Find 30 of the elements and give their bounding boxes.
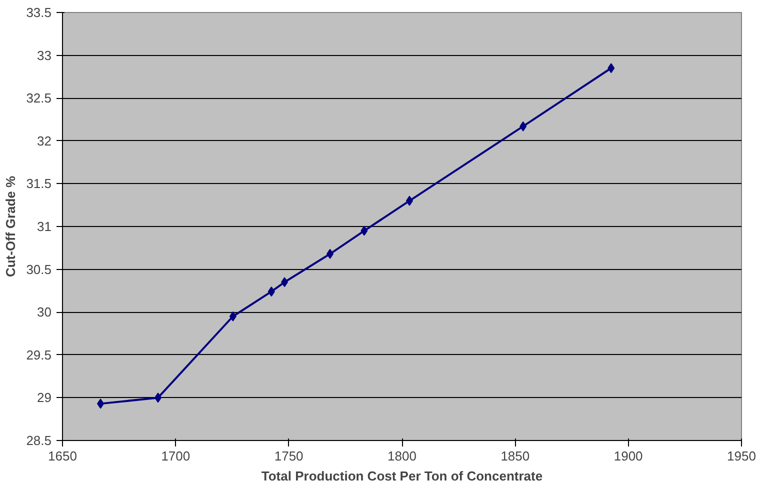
- x-tick-label: 1750: [274, 448, 304, 464]
- point: [229, 311, 236, 322]
- x-tick-label: 1800: [388, 448, 416, 464]
- point: [608, 63, 615, 74]
- point: [154, 392, 162, 403]
- x-axis-title: Total Production Cost Per Ton of Concentrate: [261, 468, 543, 484]
- x-tick-label: 1850: [500, 448, 530, 464]
- x-tick-label: 1950: [727, 448, 756, 464]
- point: [281, 277, 288, 288]
- y-tick-label: 32.5: [26, 90, 52, 106]
- y-axis-title: Cut-Off Grade %: [3, 176, 18, 278]
- y-tick-label: 33: [37, 48, 52, 63]
- point: [406, 196, 413, 206]
- y-tick-label: 32: [37, 133, 52, 148]
- y-tick-label: 31.5: [26, 176, 52, 192]
- y-tick-label: 31: [37, 219, 52, 234]
- y-tick-label: 29.5: [26, 347, 52, 362]
- y-tick-label: 30.5: [26, 262, 52, 277]
- point: [326, 248, 334, 259]
- point: [520, 121, 527, 132]
- y-tick-label: 28.5: [26, 433, 52, 448]
- y-tick-label: 29: [37, 390, 52, 406]
- point: [97, 398, 104, 409]
- point: [268, 286, 275, 297]
- y-tick-label: 30: [37, 304, 52, 320]
- x-tick-label: 1700: [161, 448, 190, 464]
- x-tick-label: 1650: [48, 448, 77, 464]
- x-tick-label: 1900: [614, 448, 643, 464]
- point: [360, 226, 368, 236]
- y-tick-label: 33.5: [26, 5, 52, 20]
